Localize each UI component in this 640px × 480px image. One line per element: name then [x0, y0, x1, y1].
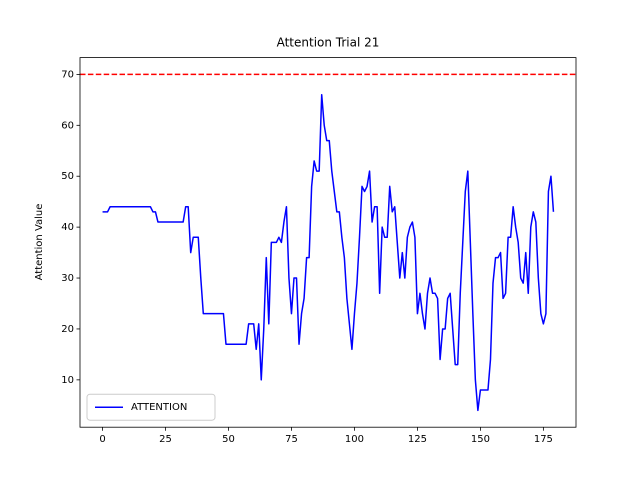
y-tick-label: 40: [61, 222, 74, 233]
chart-title: Attention Trial 21: [277, 36, 380, 50]
x-tick-label: 125: [408, 434, 427, 445]
x-tick-label: 75: [285, 434, 298, 445]
y-tick-label: 10: [61, 375, 74, 386]
legend-label: ATTENTION: [131, 402, 187, 413]
y-tick-label: 50: [61, 171, 74, 182]
y-tick-label: 70: [61, 69, 74, 80]
x-tick-label: 50: [222, 434, 235, 445]
x-tick-label: 100: [345, 434, 364, 445]
legend-box: [86, 393, 216, 421]
data-line: [102, 94, 555, 412]
y-tick-label: 30: [61, 273, 74, 284]
plot-frame: [79, 57, 577, 428]
x-tick-label: 175: [534, 434, 553, 445]
x-tick-label: 25: [159, 434, 172, 445]
x-tick-label: 0: [99, 434, 105, 445]
y-axis-label: Attention Value: [34, 204, 45, 281]
x-tick-label: 150: [471, 434, 490, 445]
y-tick-label: 20: [61, 324, 74, 335]
y-tick-label: 60: [61, 120, 74, 131]
